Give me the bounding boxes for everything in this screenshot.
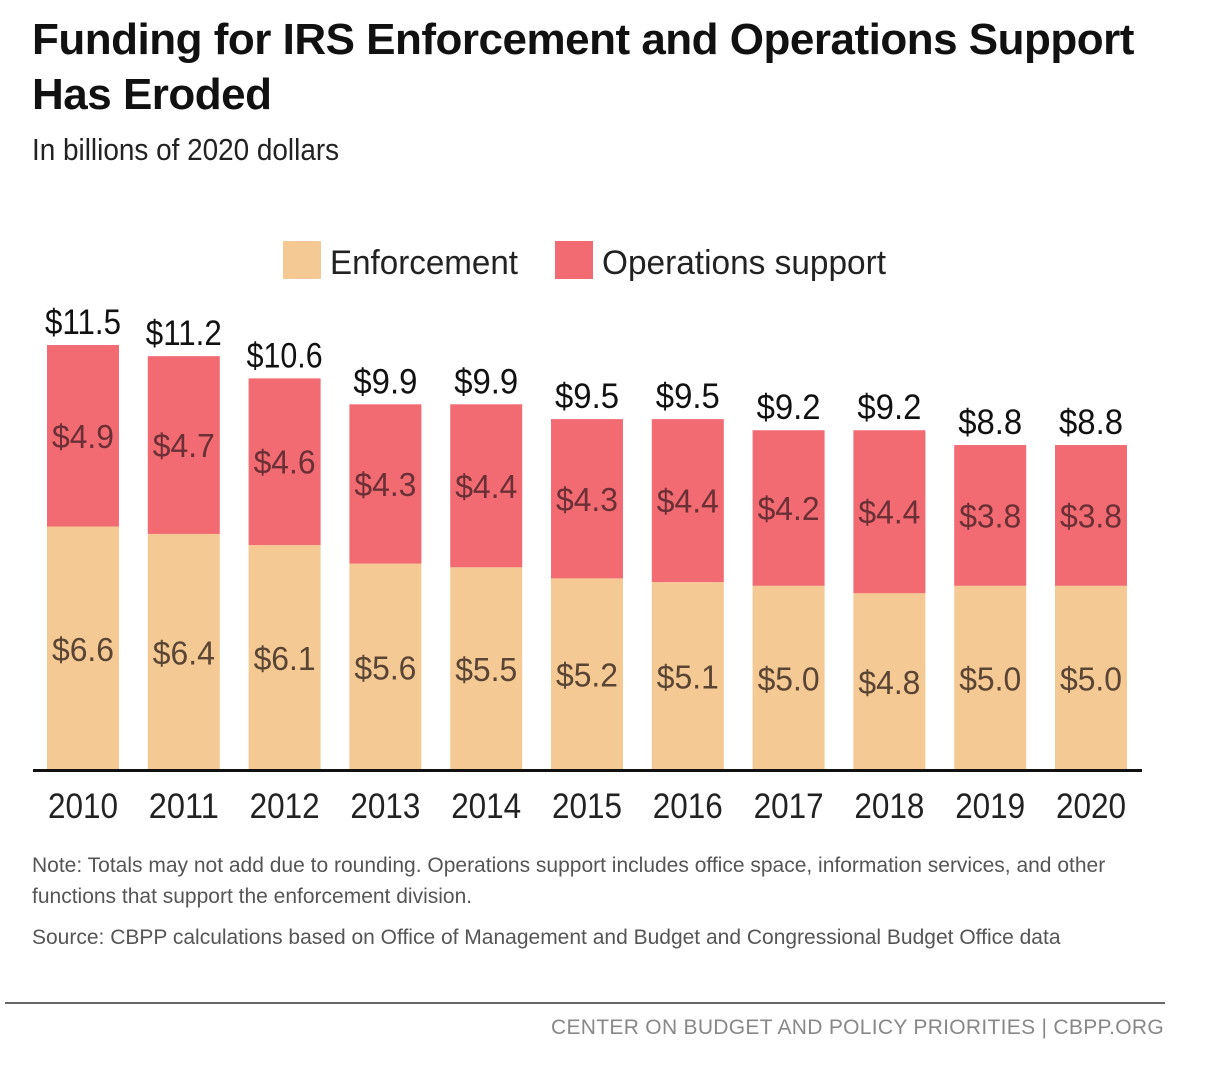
bar-enforcement [349, 563, 422, 771]
bar-enforcement [47, 526, 119, 771]
data-label-operations-support: $4.6 [254, 444, 316, 481]
bar-enforcement [450, 567, 523, 771]
x-tick-label: 2012 [250, 787, 320, 826]
x-tick-label: 2018 [854, 787, 924, 826]
data-label-enforcement: $5.6 [354, 649, 416, 686]
bar-enforcement [147, 533, 220, 771]
data-label-total: $9.2 [757, 388, 821, 427]
legend-label: Enforcement [330, 244, 519, 282]
chart-title: Funding for IRS Enforcement and Operatio… [32, 15, 1134, 119]
data-label-operations-support: $4.2 [758, 490, 820, 527]
data-label-enforcement: $5.0 [1060, 660, 1122, 697]
data-label-operations-support: $4.9 [52, 418, 114, 455]
bar-operations-support [752, 430, 825, 586]
data-label-operations-support: $3.8 [1060, 497, 1122, 534]
x-tick-label: 2013 [350, 787, 420, 826]
x-tick-label: 2017 [754, 787, 824, 826]
data-label-total: $10.6 [247, 336, 323, 375]
data-label-enforcement: $6.4 [153, 634, 215, 671]
x-tick-label: 2011 [149, 787, 219, 826]
bar-operations-support [349, 404, 422, 564]
data-label-total: $9.5 [656, 377, 720, 416]
bar-operations-support [954, 445, 1027, 586]
data-label-enforcement: $5.5 [455, 651, 517, 688]
data-label-total: $11.2 [146, 314, 222, 353]
data-label-enforcement: $5.2 [556, 657, 618, 694]
x-tick-label: 2014 [451, 787, 521, 826]
data-label-operations-support: $3.8 [959, 497, 1021, 534]
data-label-enforcement: $6.1 [254, 640, 316, 677]
x-tick-label: 2010 [48, 787, 118, 826]
bar-enforcement [1055, 585, 1127, 771]
data-label-total: $8.8 [958, 403, 1022, 442]
data-label-total: $9.2 [857, 388, 921, 427]
chart-source: Source: CBPP calculations based on Offic… [32, 926, 1061, 949]
x-axis-line [33, 769, 1142, 772]
data-label-operations-support: $4.4 [455, 468, 517, 505]
x-tick-label: 2015 [552, 787, 622, 826]
data-label-total: $11.5 [45, 303, 121, 342]
bar-operations-support [1055, 445, 1127, 586]
data-label-operations-support: $4.4 [858, 494, 920, 531]
data-label-operations-support: $4.4 [657, 483, 719, 520]
data-label-total: $9.5 [555, 377, 619, 416]
bar-enforcement [752, 585, 825, 771]
legend-label: Operations support [602, 244, 887, 282]
bar-operations-support [651, 419, 724, 583]
divider [5, 1002, 1165, 1004]
chart-subtitle: In billions of 2020 dollars [32, 132, 340, 167]
x-tick-label: 2020 [1056, 787, 1126, 826]
x-tick-label: 2016 [653, 787, 723, 826]
data-label-enforcement: $6.6 [52, 631, 114, 668]
data-label-operations-support: $4.3 [354, 466, 416, 503]
footer-credit: CENTER ON BUDGET AND POLICY PRIORITIES |… [551, 1016, 1164, 1039]
data-label-enforcement: $5.0 [758, 660, 820, 697]
data-label-enforcement: $5.1 [657, 659, 719, 696]
data-label-operations-support: $4.3 [556, 481, 618, 518]
data-label-total: $9.9 [353, 362, 417, 401]
bar-enforcement [551, 578, 623, 771]
bar-enforcement [651, 582, 724, 771]
bar-operations-support [147, 356, 220, 534]
bar-operations-support [853, 430, 926, 594]
data-label-enforcement: $4.8 [858, 664, 920, 701]
legend-swatch [555, 241, 593, 279]
legend-swatch [283, 241, 321, 279]
bar-operations-support [450, 404, 523, 568]
bar-enforcement [853, 593, 926, 771]
bar-operations-support [551, 419, 623, 579]
data-label-operations-support: $4.7 [153, 427, 215, 464]
data-label-total: $8.8 [1059, 403, 1123, 442]
data-label-enforcement: $5.0 [959, 660, 1021, 697]
bar-operations-support [47, 345, 119, 527]
data-label-total: $9.9 [454, 362, 518, 401]
bar-enforcement [954, 585, 1027, 771]
x-tick-label: 2019 [955, 787, 1025, 826]
bar-operations-support [248, 378, 321, 546]
chart-note: Note: Totals may not add due to rounding… [32, 854, 1106, 908]
bar-enforcement [248, 545, 321, 771]
